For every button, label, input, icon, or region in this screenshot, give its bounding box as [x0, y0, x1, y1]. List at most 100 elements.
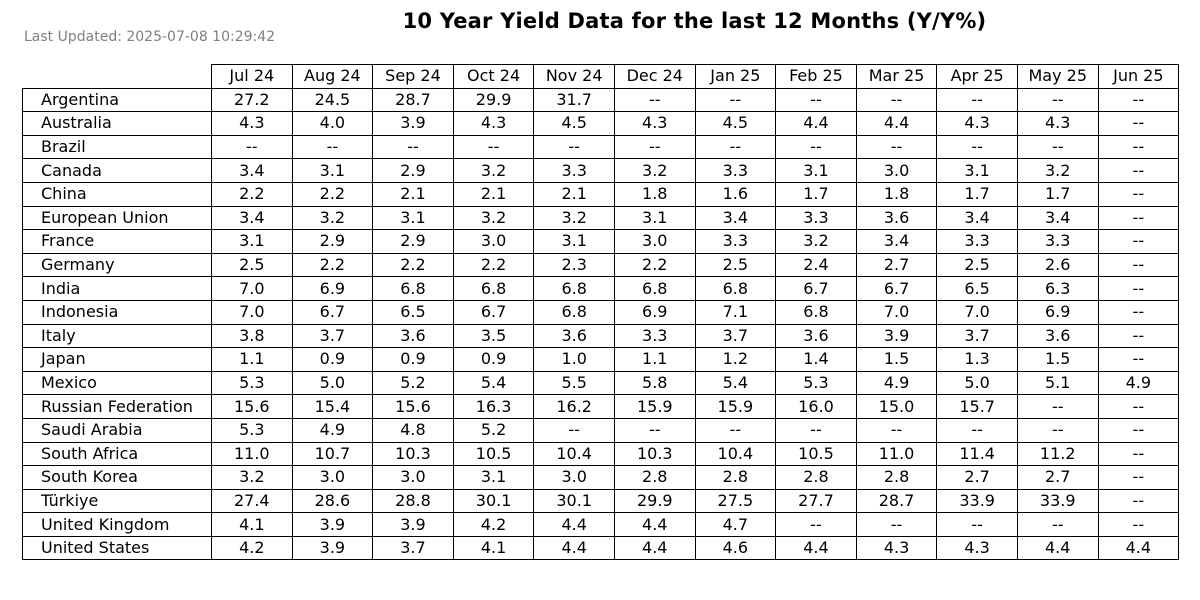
- value-cell: 3.4: [855, 229, 938, 254]
- value-cell: 28.7: [855, 488, 938, 514]
- value-cell: 4.1: [211, 512, 293, 537]
- country-cell: South Africa: [22, 441, 212, 467]
- value-cell: --: [1016, 134, 1099, 160]
- value-cell: 1.7: [775, 181, 857, 207]
- value-cell: 27.2: [211, 87, 293, 113]
- value-cell: 3.4: [694, 205, 777, 231]
- value-cell: 6.8: [533, 299, 615, 325]
- value-cell: 2.7: [1016, 465, 1099, 490]
- table-row: Argentina 27.2 24.5 28.7 29.9 31.7 -- -- -- -- -- -…: [22, 87, 1180, 113]
- value-cell: 16.2: [533, 394, 615, 419]
- table-row: South Korea 3.2 3.0 3.0 3.1 3.0 2.8 2.8 2.8 2.8 2.…: [22, 465, 1180, 490]
- value-cell: 5.3: [211, 370, 293, 396]
- value-cell: 6.7: [855, 276, 938, 301]
- value-cell: 4.4: [533, 512, 615, 537]
- value-cell: 5.5: [533, 370, 615, 396]
- value-cell: 1.5: [1016, 347, 1099, 372]
- country-cell: Indonesia: [22, 299, 212, 325]
- value-cell: --: [936, 134, 1018, 160]
- value-cell: --: [1016, 87, 1099, 113]
- value-cell: 2.1: [372, 181, 454, 207]
- value-cell: 7.0: [936, 299, 1018, 325]
- value-cell: --: [452, 134, 535, 160]
- value-cell: --: [775, 417, 857, 443]
- value-cell: 3.6: [1016, 323, 1099, 349]
- table-row: Russian Federation 15.6 15.4 15.6 16.3 16.2 15…: [22, 394, 1180, 419]
- column-header: Sep 24: [372, 64, 454, 89]
- value-cell: 7.1: [694, 299, 777, 325]
- chart-title: 10 Year Yield Data for the last 12 Month…: [402, 9, 987, 33]
- country-cell: Italy: [22, 323, 212, 349]
- value-cell: 3.9: [372, 512, 454, 537]
- value-cell: 3.3: [694, 229, 777, 254]
- corner-cell: [23, 65, 212, 89]
- value-cell: 4.3: [452, 111, 535, 136]
- value-cell: 2.6: [1016, 252, 1099, 278]
- value-cell: 31.7: [533, 87, 615, 113]
- value-cell: 28.7: [372, 87, 454, 113]
- value-cell: 5.8: [613, 370, 696, 396]
- country-cell: Saudi Arabia: [22, 417, 212, 443]
- value-cell: 3.3: [694, 158, 777, 183]
- value-cell: 3.1: [372, 205, 454, 231]
- value-cell: 30.1: [452, 488, 535, 514]
- value-cell: 1.4: [775, 347, 857, 372]
- value-cell: --: [1097, 299, 1180, 325]
- value-cell: 28.8: [372, 488, 454, 514]
- table-row: China 2.2 2.2 2.1 2.1 2.1 1.8 1.6 1.7 1.8 1.7 1.7 --: [22, 181, 1180, 207]
- value-cell: --: [694, 134, 777, 160]
- country-cell: Australia: [22, 111, 212, 136]
- value-cell: 4.3: [1016, 111, 1099, 136]
- value-cell: 6.7: [775, 276, 857, 301]
- column-header: Nov 24: [533, 64, 615, 89]
- value-cell: 5.3: [775, 370, 857, 396]
- value-cell: --: [1097, 276, 1180, 301]
- value-cell: 3.9: [855, 323, 938, 349]
- value-cell: --: [936, 417, 1018, 443]
- value-cell: 10.4: [694, 441, 777, 467]
- value-cell: --: [855, 134, 938, 160]
- value-cell: 5.0: [936, 370, 1018, 396]
- value-cell: 10.5: [775, 441, 857, 467]
- value-cell: 2.5: [936, 252, 1018, 278]
- value-cell: 7.0: [855, 299, 938, 325]
- value-cell: 10.7: [291, 441, 374, 467]
- value-cell: --: [855, 512, 938, 537]
- value-cell: --: [936, 87, 1018, 113]
- value-cell: 10.5: [452, 441, 535, 467]
- column-header: Jun 25: [1097, 64, 1180, 89]
- header-row: Jul 24 Aug 24 Sep 24 Oct 24 Nov 24 Dec 24 Jan …: [23, 64, 1180, 89]
- value-cell: 3.2: [452, 205, 535, 231]
- value-cell: 4.3: [855, 535, 938, 561]
- table-row: European Union 3.4 3.2 3.1 3.2 3.2 3.1 3.4 3.3 3.…: [22, 205, 1180, 231]
- value-cell: --: [1097, 134, 1180, 160]
- value-cell: 6.3: [1016, 276, 1099, 301]
- value-cell: 11.0: [855, 441, 938, 467]
- value-cell: --: [613, 134, 696, 160]
- last-updated-label: Last Updated: 2025-07-08 10:29:42: [24, 29, 276, 45]
- table-row: United States 4.2 3.9 3.7 4.1 4.4 4.4 4.6 4.4 4.3…: [22, 535, 1180, 561]
- value-cell: --: [775, 134, 857, 160]
- table-row: Japan 1.1 0.9 0.9 0.9 1.0 1.1 1.2 1.4 1.5 1.3 1.5 --: [22, 347, 1180, 372]
- value-cell: 3.2: [533, 205, 615, 231]
- value-cell: 29.9: [452, 87, 535, 113]
- country-cell: Türkiye: [22, 488, 212, 514]
- value-cell: 3.6: [372, 323, 454, 349]
- value-cell: 15.4: [291, 394, 374, 419]
- value-cell: 4.4: [613, 535, 696, 561]
- country-cell: Germany: [22, 252, 212, 278]
- value-cell: 2.2: [211, 181, 293, 207]
- table-row: South Africa 11.0 10.7 10.3 10.5 10.4 10.3 10.4…: [22, 441, 1180, 467]
- value-cell: --: [1097, 229, 1180, 254]
- value-cell: --: [1097, 394, 1180, 419]
- table-row: United Kingdom 4.1 3.9 3.9 4.2 4.4 4.4 4.7 -- -- -…: [22, 512, 1180, 537]
- yield-table: Jul 24 Aug 24 Sep 24 Oct 24 Nov 24 Dec 24 Jan …: [22, 64, 1180, 561]
- value-cell: 4.4: [1016, 535, 1099, 561]
- table-row: Brazil -- -- -- -- -- -- -- -- -- -- -- --: [22, 134, 1180, 160]
- value-cell: 4.3: [936, 111, 1018, 136]
- value-cell: 6.8: [372, 276, 454, 301]
- table-row: India 7.0 6.9 6.8 6.8 6.8 6.8 6.8 6.7 6.7 6.5 6.3 --: [22, 276, 1180, 301]
- table-row: Mexico 5.3 5.0 5.2 5.4 5.5 5.8 5.4 5.3 4.9 5.0 5.1 4…: [22, 370, 1180, 396]
- value-cell: 27.4: [211, 488, 293, 514]
- column-header: Aug 24: [291, 64, 374, 89]
